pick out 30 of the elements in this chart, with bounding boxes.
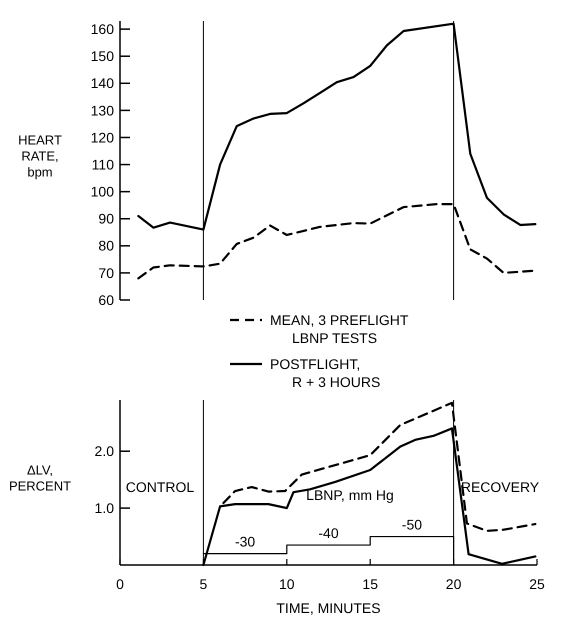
y-tick-label: 1.0 xyxy=(94,500,114,516)
y-tick-label: 150 xyxy=(90,48,114,64)
x-axis-title: TIME, MINUTES xyxy=(276,600,381,616)
annotation: RECOVERY xyxy=(460,479,540,495)
annotation: -50 xyxy=(402,516,422,533)
legend-label: POSTFLIGHT, R + 3 HOURS xyxy=(270,356,380,390)
y-tick-label: 90 xyxy=(98,210,114,227)
annotation: -30 xyxy=(234,534,256,550)
x-tick-label: 25 xyxy=(529,576,545,592)
y-tick-label: 60 xyxy=(98,292,114,308)
y-tick-label: 100 xyxy=(90,184,114,200)
y-axis-title: HEART RATE, bpm xyxy=(18,132,62,180)
y-tick-label: 70 xyxy=(98,264,114,281)
annotation: CONTROL xyxy=(126,479,194,495)
y-tick-label: 160 xyxy=(90,21,114,38)
x-tick-label: 15 xyxy=(362,576,378,592)
legend-label: MEAN, 3 PREFLIGHT LBNP TESTS xyxy=(270,312,409,346)
annotation: -40 xyxy=(318,525,339,542)
x-tick-label: 5 xyxy=(200,576,208,592)
y-tick-label: 110 xyxy=(92,156,114,172)
y-tick-label: 140 xyxy=(90,75,114,92)
y-tick-label: 80 xyxy=(98,238,114,254)
y-axis-title: ΔLV, PERCENT xyxy=(8,462,72,494)
x-tick-label: 10 xyxy=(279,576,295,592)
x-tick-label: 0 xyxy=(116,576,124,592)
x-tick-label: 20 xyxy=(446,576,462,592)
y-tick-label: 130 xyxy=(90,102,114,118)
y-tick-label: 120 xyxy=(90,129,114,146)
annotation: LBNP, mm Hg xyxy=(306,487,394,503)
y-tick-label: 2.0 xyxy=(94,443,114,460)
